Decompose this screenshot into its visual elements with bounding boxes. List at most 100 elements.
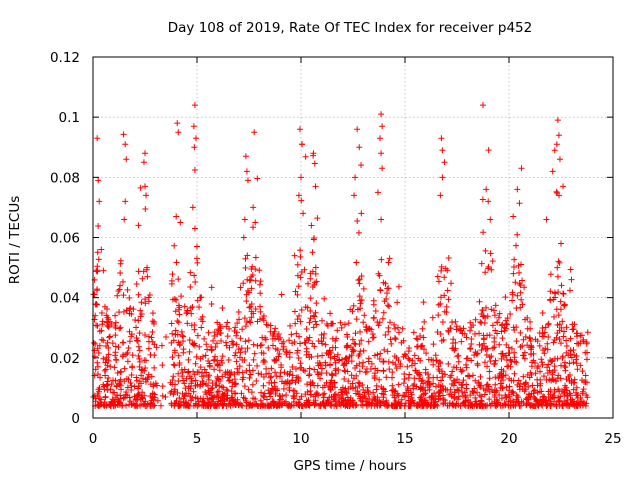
- data-point: [242, 348, 249, 355]
- data-point: [477, 384, 484, 391]
- data-point: [148, 397, 155, 404]
- data-point: [126, 394, 133, 401]
- x-tick-label: 10: [292, 431, 309, 447]
- data-point: [127, 305, 134, 312]
- data-point: [453, 326, 460, 333]
- data-point: [294, 347, 301, 354]
- data-point: [295, 374, 302, 381]
- data-point: [311, 281, 318, 288]
- data-point: [393, 365, 400, 372]
- data-point: [544, 364, 551, 371]
- data-point: [290, 392, 297, 399]
- data-point: [558, 324, 565, 331]
- data-point: [238, 345, 245, 352]
- data-point: [370, 334, 377, 341]
- data-point: [168, 320, 175, 327]
- data-point: [510, 213, 517, 220]
- data-point: [245, 337, 252, 344]
- data-point: [121, 378, 128, 385]
- data-point: [179, 390, 186, 397]
- y-tick-label: 0.08: [50, 170, 80, 186]
- data-point: [225, 357, 232, 364]
- data-point: [276, 373, 283, 380]
- data-point: [495, 314, 502, 321]
- data-point: [232, 324, 239, 331]
- data-point: [348, 352, 355, 359]
- data-point: [239, 326, 246, 333]
- data-point: [509, 289, 516, 296]
- data-point: [481, 359, 488, 366]
- data-point: [317, 375, 324, 382]
- data-point: [511, 256, 518, 263]
- data-point: [224, 387, 231, 394]
- data-point: [279, 401, 286, 408]
- data-point: [117, 257, 124, 264]
- data-point: [100, 267, 107, 274]
- data-point: [545, 320, 552, 327]
- data-point: [133, 324, 140, 331]
- data-point: [215, 327, 222, 334]
- data-point: [193, 353, 200, 360]
- data-point: [289, 340, 296, 347]
- data-point: [455, 358, 462, 365]
- data-point: [384, 348, 391, 355]
- data-point: [369, 400, 376, 407]
- data-point: [123, 351, 130, 358]
- data-point: [190, 388, 197, 395]
- data-point: [362, 369, 369, 376]
- data-point: [496, 341, 503, 348]
- data-point: [109, 389, 116, 396]
- data-point: [350, 347, 357, 354]
- data-point: [252, 254, 259, 261]
- data-point: [162, 393, 169, 400]
- data-point: [174, 120, 181, 127]
- data-point: [373, 386, 380, 393]
- data-point: [561, 386, 568, 393]
- data-point: [474, 360, 481, 367]
- data-point: [472, 316, 479, 323]
- data-point: [353, 372, 360, 379]
- data-point: [124, 286, 131, 293]
- data-point: [541, 350, 548, 357]
- data-point: [487, 216, 494, 223]
- data-point: [136, 358, 143, 365]
- data-point: [178, 328, 185, 335]
- data-point: [539, 309, 546, 316]
- data-point: [417, 332, 424, 339]
- data-point: [263, 321, 270, 328]
- data-point: [508, 389, 515, 396]
- data-point: [507, 356, 514, 363]
- data-point: [257, 278, 264, 285]
- data-point: [303, 402, 310, 409]
- data-point: [191, 144, 198, 151]
- data-point: [199, 318, 206, 325]
- data-point: [426, 394, 433, 401]
- data-point: [243, 168, 250, 175]
- data-point: [173, 296, 180, 303]
- data-point: [298, 306, 305, 313]
- data-point: [240, 234, 247, 241]
- data-point: [314, 215, 321, 222]
- data-point: [494, 330, 501, 337]
- data-point: [129, 363, 136, 370]
- data-point: [519, 301, 526, 308]
- data-point: [437, 331, 444, 338]
- data-point: [254, 318, 261, 325]
- data-point: [249, 402, 256, 409]
- data-point: [117, 282, 124, 289]
- data-point: [148, 334, 155, 341]
- data-point: [139, 275, 146, 282]
- data-point: [558, 282, 565, 289]
- data-point: [430, 396, 437, 403]
- data-point: [355, 277, 362, 284]
- data-point: [195, 401, 202, 408]
- data-point: [506, 375, 513, 382]
- data-point: [357, 348, 364, 355]
- data-point: [214, 373, 221, 380]
- data-point: [191, 167, 198, 174]
- data-point: [312, 264, 319, 271]
- data-point: [498, 395, 505, 402]
- data-point: [306, 319, 313, 326]
- data-point: [99, 321, 106, 328]
- data-point: [252, 305, 259, 312]
